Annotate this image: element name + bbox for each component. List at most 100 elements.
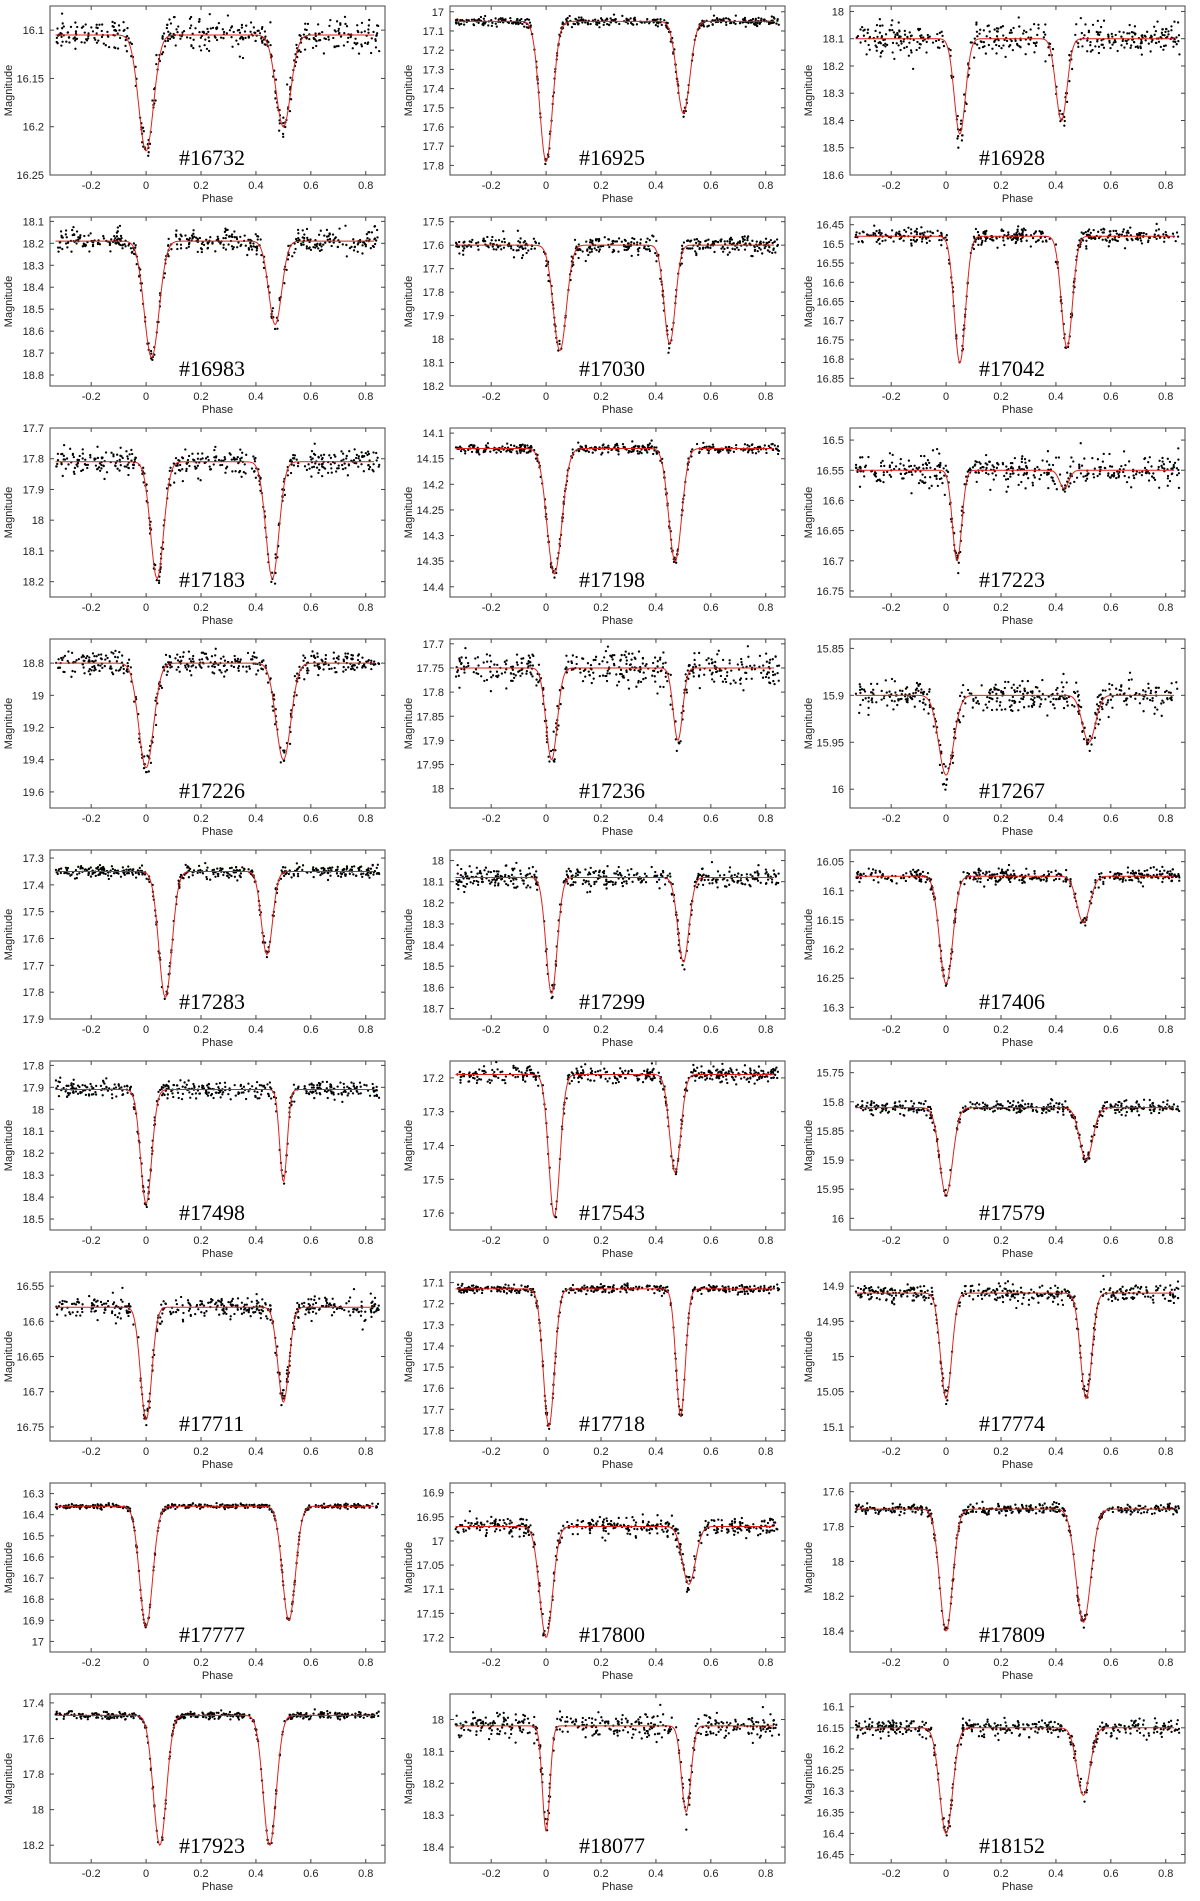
data-point [371, 244, 375, 248]
data-point [879, 233, 882, 237]
data-point [511, 679, 514, 683]
data-point [251, 658, 254, 661]
data-point [1053, 482, 1056, 486]
data-point [585, 240, 588, 243]
data-point [107, 45, 111, 49]
data-point [912, 238, 915, 242]
x-tick-label: 0.8 [358, 180, 373, 192]
data-point [372, 463, 375, 466]
data-point [192, 38, 195, 41]
data-point [750, 443, 754, 447]
data-point [935, 477, 938, 481]
data-point [702, 246, 705, 249]
data-point [286, 258, 290, 261]
data-point [236, 246, 239, 249]
data-point [1086, 230, 1090, 233]
data-point [1174, 40, 1177, 44]
data-point [571, 448, 574, 451]
data-point [490, 24, 494, 28]
data-point [1029, 245, 1032, 248]
data-point [1108, 452, 1111, 456]
data-point [616, 444, 619, 447]
data-point [474, 657, 477, 660]
data-point [1112, 474, 1116, 477]
data-point [876, 35, 879, 38]
data-point [194, 666, 198, 669]
y-tick-label: 17.95 [416, 760, 444, 772]
data-point [228, 235, 231, 238]
data-point [577, 256, 580, 260]
y-tick-label: 17.8 [23, 454, 44, 466]
data-point [620, 653, 623, 657]
data-point [309, 248, 313, 252]
data-point [1127, 476, 1131, 479]
data-point [367, 24, 370, 27]
data-point [627, 245, 631, 248]
data-point [333, 45, 336, 48]
data-point [185, 467, 188, 471]
data-point [246, 253, 249, 257]
data-point [64, 229, 68, 232]
data-point [1073, 480, 1076, 483]
data-point [227, 243, 230, 246]
data-point [1074, 33, 1077, 37]
data-point [126, 26, 129, 30]
data-point [874, 29, 877, 33]
data-point [341, 243, 344, 246]
data-point [198, 20, 201, 23]
data-point [648, 442, 652, 445]
data-point [458, 445, 462, 448]
data-point [72, 455, 75, 459]
data-point [641, 662, 644, 665]
data-point [220, 671, 223, 674]
data-point [519, 245, 522, 248]
x-tick-label: 0.8 [758, 180, 773, 192]
x-tick-label: -0.2 [882, 602, 901, 614]
data-point [968, 467, 972, 470]
data-point [370, 659, 373, 662]
data-point [352, 664, 356, 667]
data-point [628, 450, 632, 453]
data-point [525, 26, 529, 29]
data-point [706, 25, 709, 28]
data-point [68, 41, 71, 44]
data-point [83, 234, 86, 238]
data-point [891, 453, 894, 457]
data-point [1150, 465, 1153, 468]
data-point [614, 443, 617, 447]
data-point [192, 229, 195, 232]
data-point [301, 229, 304, 232]
data-point [636, 449, 639, 453]
y-tick-label: 18.1 [423, 358, 444, 370]
data-point [305, 37, 308, 40]
data-point [708, 669, 712, 672]
data-point [128, 453, 131, 456]
data-point [1140, 53, 1143, 56]
data-point [516, 229, 520, 232]
data-point [490, 239, 493, 242]
data-point [124, 38, 127, 42]
x-tick-label: 0.4 [648, 602, 663, 614]
data-point [224, 670, 227, 673]
data-point [1044, 33, 1047, 36]
y-tick-label: 18.2 [23, 238, 44, 250]
data-point [595, 238, 599, 241]
data-point [464, 646, 467, 650]
data-point [147, 151, 150, 154]
data-point [772, 21, 776, 24]
data-point [1170, 467, 1173, 470]
data-point [940, 238, 943, 242]
data-point [523, 25, 526, 28]
data-point [655, 260, 658, 263]
data-point [974, 227, 978, 231]
x-tick-label: 0.6 [303, 813, 318, 825]
data-point [237, 669, 240, 672]
data-point [73, 472, 76, 476]
data-point [978, 46, 981, 50]
model-fit-line [55, 662, 375, 769]
data-point [669, 673, 672, 676]
data-point [768, 250, 771, 253]
data-point [243, 30, 247, 33]
data-point [189, 660, 193, 663]
data-point [189, 15, 193, 19]
